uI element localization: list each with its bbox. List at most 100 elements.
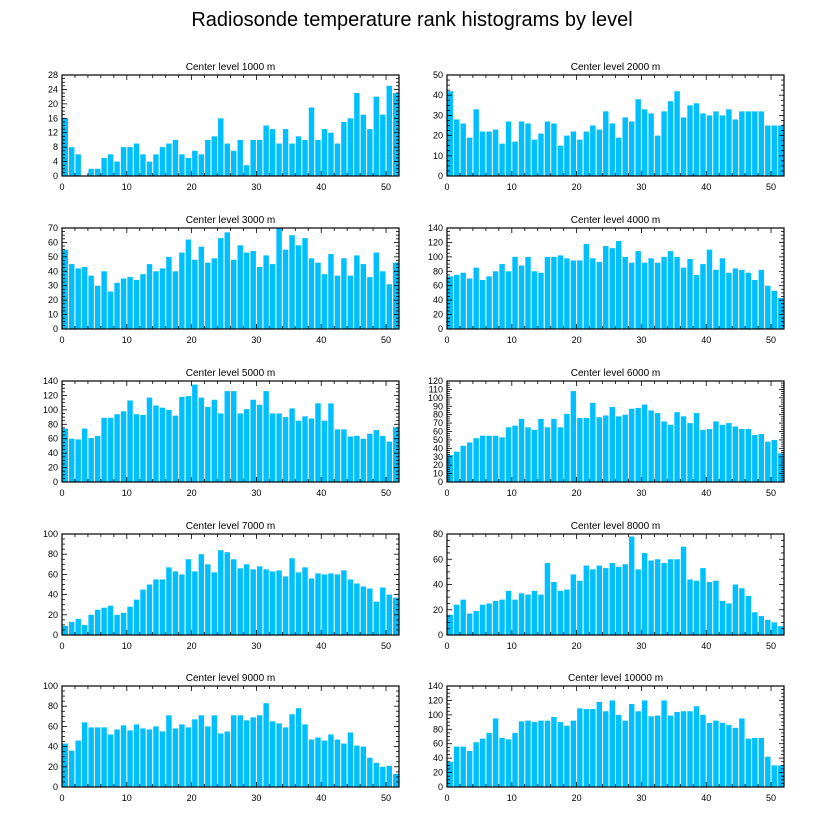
histogram-bar [269,571,276,635]
histogram-bar [295,245,302,329]
histogram-bar [525,123,531,176]
y-tick-label: 60 [48,237,58,247]
histogram-bar [198,554,205,635]
histogram-bar [243,165,250,176]
histogram-bar [192,571,198,635]
histogram-bar [778,297,784,329]
histogram-bar [622,414,628,482]
x-tick-label: 50 [381,335,391,345]
x-tick-label: 20 [572,488,582,498]
histogram-bar [231,715,237,787]
y-tick-label: 20 [48,610,58,620]
panel-title: Center level 4000 m [571,215,661,226]
histogram-bar [94,609,101,635]
histogram-bar [583,131,590,176]
histogram-bar [557,427,564,482]
x-tick-label: 50 [766,335,776,345]
histogram-bar [205,564,211,635]
y-tick-label: 0 [438,324,443,334]
histogram-bar [120,725,127,787]
histogram-bar [315,573,321,635]
histogram-bar [726,272,732,329]
histogram-bar [256,266,263,329]
histogram-bar [492,271,499,329]
y-tick-label: 20 [48,463,58,473]
histogram-bar [667,715,674,787]
histogram-bar [192,150,198,176]
histogram-bar [341,429,347,482]
x-tick-label: 10 [122,641,132,651]
histogram-bar [726,603,732,635]
histogram-bar [347,118,354,176]
x-tick-label: 30 [251,793,261,803]
histogram-bar [101,607,107,635]
histogram-bar [153,271,159,329]
histogram-bar [590,402,596,482]
histogram-bar [622,117,628,176]
histogram-bar [544,720,551,787]
x-tick-label: 50 [381,182,391,192]
histogram-bar [577,708,583,787]
x-tick-label: 20 [187,335,197,345]
histogram-bar [127,400,133,482]
histogram-bar [525,427,531,482]
x-tick-label: 20 [572,335,582,345]
histogram-bar [512,141,518,176]
histogram-bar [231,259,237,329]
histogram-bar [603,246,609,329]
histogram-bar [282,576,289,635]
y-tick-label: 70 [433,418,443,428]
histogram-bar [256,566,263,635]
histogram-bar [641,262,648,329]
y-tick-label: 80 [48,549,58,559]
histogram-bar [674,256,680,329]
histogram-bar [328,403,334,482]
histogram-bar [544,121,551,176]
histogram-bar [120,278,127,329]
histogram-bar [114,614,120,635]
histogram-bar [577,139,583,176]
histogram-bar [282,417,289,482]
x-tick-label: 20 [187,793,197,803]
histogram-bar [69,264,75,329]
histogram-bar [596,701,603,787]
y-tick-label: 12 [48,128,58,138]
histogram-bar [205,262,211,329]
histogram-bar [622,720,628,787]
histogram-bar [185,727,192,787]
x-tick-label: 10 [507,182,517,192]
x-tick-label: 30 [251,641,261,651]
histogram-bar [557,145,564,176]
y-tick-label: 100 [428,252,443,262]
histogram-bar [224,731,230,787]
histogram-bar [505,590,512,635]
histogram-bar [159,407,166,482]
histogram-bar [518,418,525,483]
histogram-bar [616,714,622,787]
histogram-bar [75,154,81,176]
histogram-bar [700,264,706,329]
histogram-bar [373,252,380,329]
histogram-panel: Center level 1000 m 0 10 20 30 40 50 0 4 8 12 16 20 2… [48,62,400,192]
histogram-bar [393,93,399,176]
histogram-bar [393,597,399,635]
histogram-bar [518,721,525,787]
x-tick-label: 0 [444,793,449,803]
histogram-bar [127,606,133,635]
x-tick-label: 30 [636,641,646,651]
histogram-bar [302,139,308,176]
y-tick-label: 0 [438,630,443,640]
histogram-bar [315,403,321,482]
histogram-bar [447,761,453,787]
y-tick-label: 80 [48,419,58,429]
histogram-bar [347,732,354,787]
histogram-bar [211,572,218,635]
histogram-bar [341,121,347,176]
histogram-bar [159,579,166,635]
histogram-bar [146,161,153,176]
histogram-bar [713,580,719,635]
y-tick-label: 20 [433,460,443,470]
histogram-bar [700,113,706,176]
histogram-bar [531,722,538,787]
histogram-bar [334,429,341,482]
